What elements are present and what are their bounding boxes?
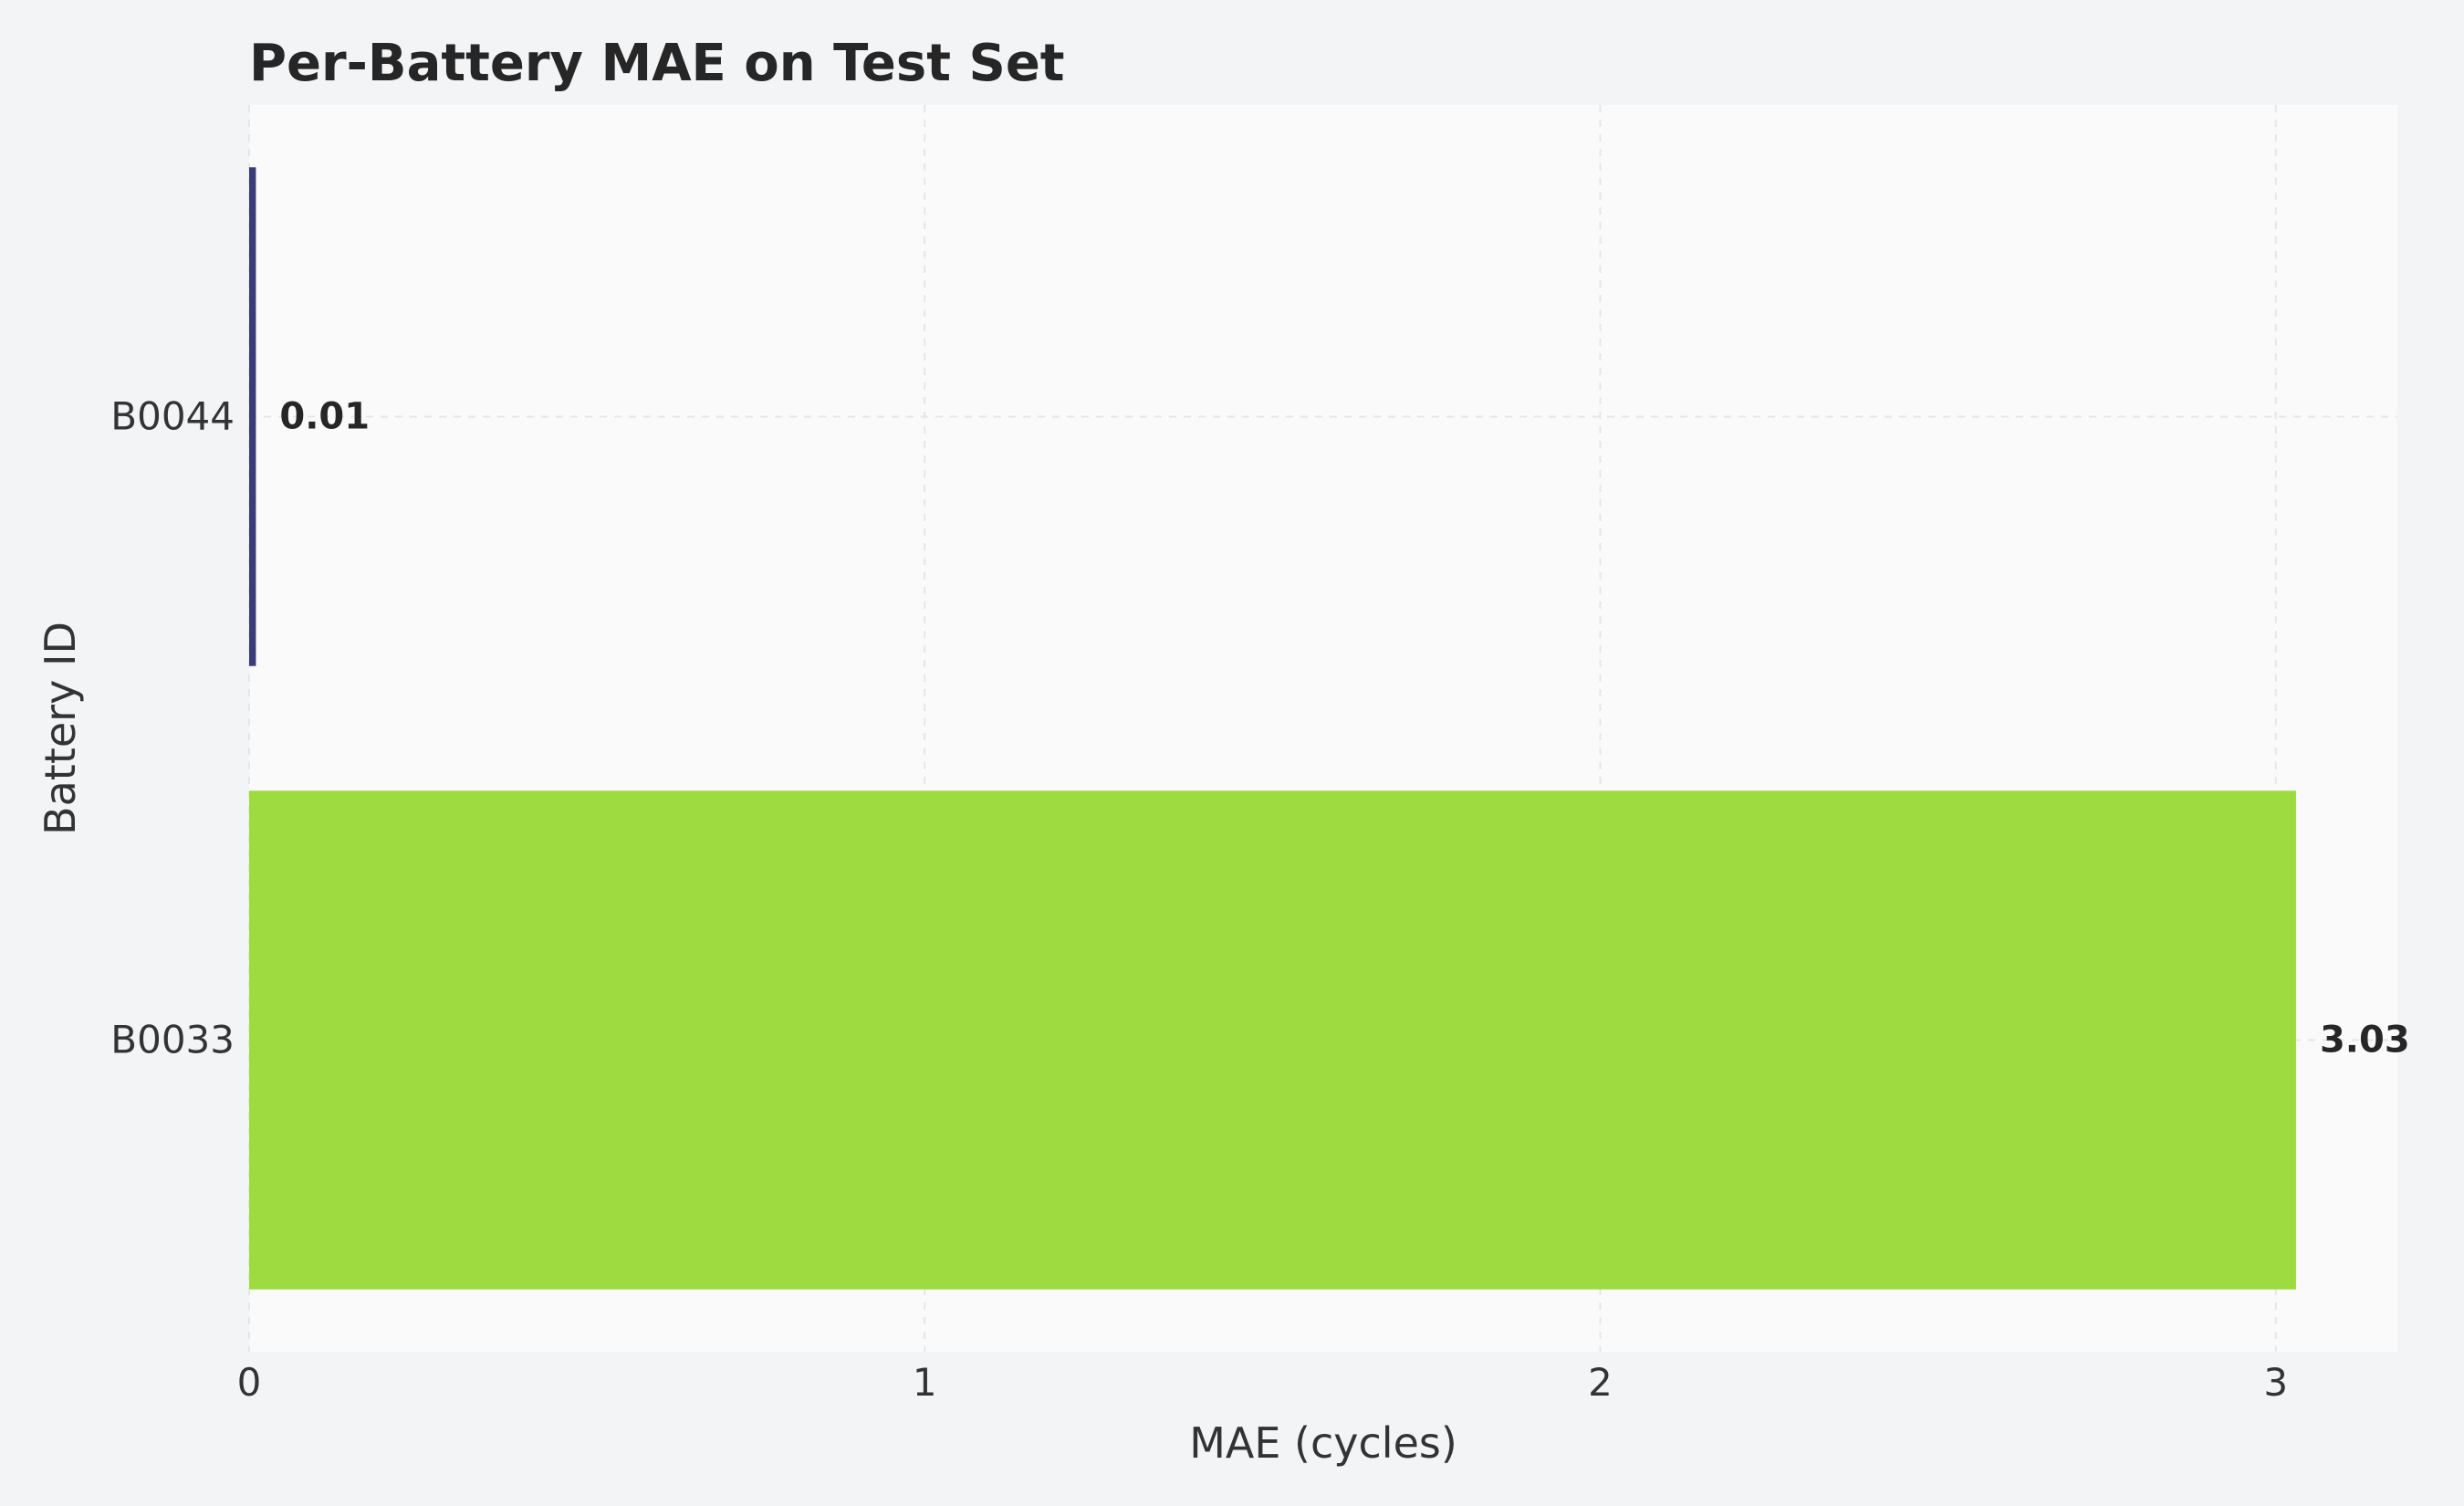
x-tick-label: 3 bbox=[2263, 1360, 2288, 1405]
x-tick-label: 0 bbox=[237, 1360, 262, 1405]
y-tick-label: B0044 bbox=[110, 394, 235, 439]
bars-group bbox=[249, 167, 2296, 1290]
bar-b0033 bbox=[249, 790, 2296, 1290]
x-tick-label: 1 bbox=[913, 1360, 937, 1405]
data-label-b0033: 3.03 bbox=[2320, 1020, 2410, 1062]
data-label-b0044: 0.01 bbox=[279, 396, 370, 438]
tick-labels-group: 0 1 2 3 B0044 B0033 bbox=[110, 394, 2288, 1406]
x-tick-label: 2 bbox=[1588, 1360, 1613, 1405]
chart-title: Per-Battery MAE on Test Set bbox=[249, 34, 1065, 93]
y-axis-label: Battery ID bbox=[36, 622, 85, 835]
x-axis-label: MAE (cycles) bbox=[1189, 1418, 1457, 1468]
data-labels-group: 0.01 3.03 bbox=[279, 396, 2409, 1062]
bar-b0044 bbox=[249, 167, 256, 666]
y-tick-label: B0033 bbox=[110, 1018, 235, 1062]
